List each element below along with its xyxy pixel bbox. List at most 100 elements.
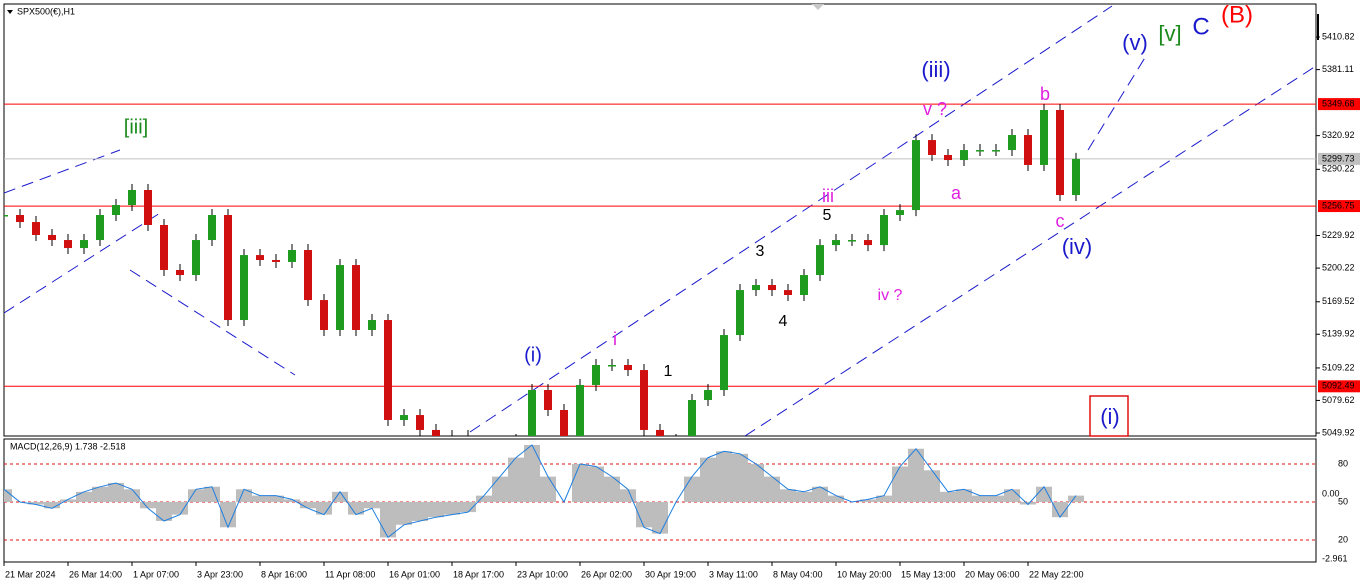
y-tick-label: 80 xyxy=(1338,458,1348,468)
y-tick-label: 5229.92 xyxy=(1322,230,1355,240)
candle xyxy=(896,210,904,216)
histogram-bar xyxy=(300,501,316,509)
candle xyxy=(16,215,24,223)
histogram-bar xyxy=(252,495,268,502)
histogram-bar xyxy=(1036,486,1052,502)
candle xyxy=(32,222,40,235)
wave-label: b xyxy=(1040,84,1050,104)
level-label: 5349.68 xyxy=(1322,98,1355,108)
wave-label: c xyxy=(1056,211,1065,231)
trend-lines xyxy=(4,5,1316,436)
x-tick-label: 1 Apr 07:00 xyxy=(133,569,179,579)
candle xyxy=(96,215,104,241)
histogram-bar xyxy=(380,501,396,538)
x-tick-label: 8 Apr 16:00 xyxy=(261,569,307,579)
candle xyxy=(816,245,824,276)
wave-label: iv ? xyxy=(878,287,903,304)
candle xyxy=(832,240,840,246)
price-plot xyxy=(4,103,1316,436)
histogram-bar xyxy=(764,476,780,502)
histogram-bar xyxy=(684,476,700,502)
candle xyxy=(272,259,280,262)
trend-line xyxy=(129,269,296,376)
wave-label: (v) xyxy=(1122,30,1148,55)
wave-label: 1 xyxy=(664,363,673,380)
histogram-bar xyxy=(92,486,108,502)
y-tick-label: 20 xyxy=(1338,534,1348,544)
candle xyxy=(176,269,184,276)
histogram-bar xyxy=(476,495,492,502)
histogram-bar xyxy=(828,495,844,502)
wave-label: (B) xyxy=(1221,1,1253,28)
histogram-bar xyxy=(4,489,12,502)
candle xyxy=(704,390,712,401)
candle xyxy=(224,215,232,321)
histogram-bar xyxy=(348,501,364,515)
y-tick-label: 5410.82 xyxy=(1322,31,1355,41)
y-tick-label: 5049.92 xyxy=(1322,427,1355,437)
histogram-bar xyxy=(876,495,892,502)
candle xyxy=(1024,135,1032,165)
chart-title: SPX500(€),H1 xyxy=(17,6,75,16)
candle xyxy=(128,189,136,206)
y-tick-label: -2.961 xyxy=(1322,553,1348,563)
wave-label: i xyxy=(613,329,617,349)
histogram-bar xyxy=(124,489,140,502)
level-label: 5092.49 xyxy=(1322,381,1355,391)
candle xyxy=(4,215,8,217)
histogram-bar xyxy=(172,501,188,515)
candle xyxy=(592,365,600,385)
candle xyxy=(880,215,888,246)
histogram-bar xyxy=(140,501,156,509)
candle xyxy=(1040,109,1048,165)
candle xyxy=(80,240,88,249)
level-tag xyxy=(1318,152,1360,165)
histogram-bar xyxy=(924,470,940,502)
trend-line xyxy=(4,212,161,314)
candle xyxy=(800,275,808,295)
wave-label: 5 xyxy=(823,207,832,224)
histogram-bar xyxy=(60,499,76,502)
histogram-bar xyxy=(460,501,476,513)
candle xyxy=(768,285,776,291)
candle xyxy=(336,265,344,331)
wave-label: C xyxy=(1192,13,1209,40)
x-tick-label: 8 May 04:00 xyxy=(773,569,823,579)
candle xyxy=(960,150,968,161)
candle xyxy=(144,189,152,225)
trend-line xyxy=(469,5,1113,433)
y-tick-label: 0.00 xyxy=(1322,488,1340,498)
candle xyxy=(992,150,1000,152)
y-tick-label: 5169.52 xyxy=(1322,296,1355,306)
wave-label: 3 xyxy=(756,243,765,260)
candle xyxy=(976,150,984,152)
candle xyxy=(656,429,664,436)
candle xyxy=(544,390,552,410)
histogram-bar xyxy=(156,501,172,521)
y-tick-label: 5139.92 xyxy=(1322,329,1355,339)
candle xyxy=(784,290,792,295)
candle xyxy=(928,140,936,155)
level-tag xyxy=(1318,98,1360,111)
histogram-bar xyxy=(364,501,380,509)
histogram-bar xyxy=(796,491,812,502)
histogram-bar xyxy=(44,501,60,509)
histogram-bar xyxy=(716,451,732,502)
level-tag xyxy=(1318,200,1360,213)
histogram-bar xyxy=(284,499,300,502)
histogram-bar xyxy=(620,489,636,502)
x-tick-label: 11 Apr 08:00 xyxy=(325,569,375,579)
candle xyxy=(384,320,392,420)
menu-arrow xyxy=(7,10,13,14)
wave-label: 4 xyxy=(779,313,788,330)
x-tick-label: 21 Mar 2024 xyxy=(5,569,56,579)
x-tick-label: 16 Apr 01:00 xyxy=(389,569,440,579)
candle xyxy=(944,154,952,161)
candle xyxy=(304,250,312,301)
candle xyxy=(752,285,760,291)
histogram-bar xyxy=(524,444,540,502)
indicator-plot xyxy=(4,444,1316,541)
candle xyxy=(160,224,168,270)
histogram-bar xyxy=(1020,501,1036,505)
